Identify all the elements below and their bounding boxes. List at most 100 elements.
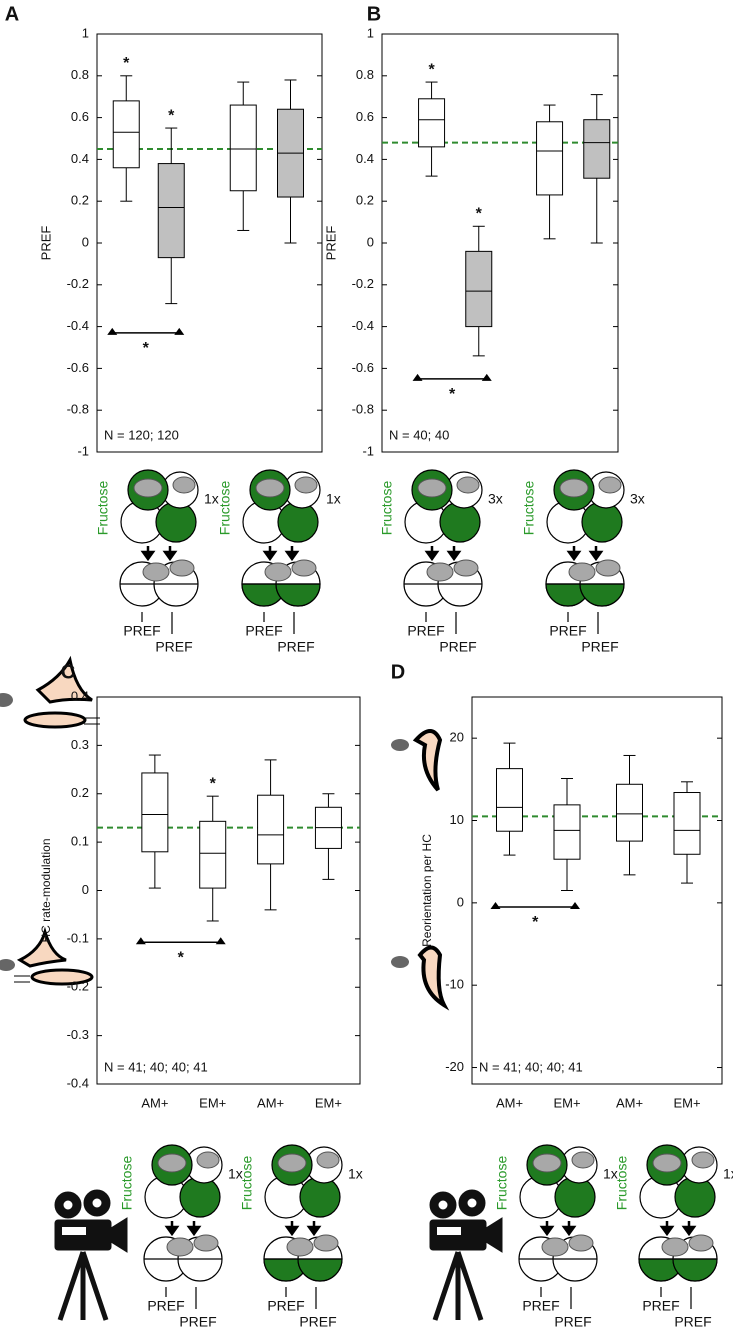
odor-cloud	[196, 1151, 220, 1169]
box	[257, 794, 285, 865]
x-tick-label: EM+	[673, 1095, 700, 1110]
schematic-label: Fructose	[379, 481, 395, 536]
plot-frame	[96, 696, 361, 1085]
x-tick-label: AM+	[496, 1095, 523, 1110]
odor-cloud	[294, 476, 318, 494]
schematic-label: Fructose	[521, 481, 537, 536]
pref-label: PREF	[123, 623, 160, 639]
y-tick-label: 0.6	[356, 109, 374, 124]
odor-cloud	[532, 1153, 562, 1173]
y-tick-label: 0	[367, 234, 374, 249]
schematic-label: Fructose	[239, 1156, 255, 1211]
y-tick-label: 1	[367, 25, 374, 40]
arrow	[284, 546, 300, 562]
odor-cloud	[193, 1234, 219, 1252]
box	[141, 772, 169, 853]
odor-cloud	[316, 1151, 340, 1169]
plate-half	[297, 1258, 343, 1282]
y-tick-label: 0.8	[356, 67, 374, 82]
y-tick-label: 0.4	[356, 151, 374, 166]
y-axis-label: PREF	[323, 226, 338, 261]
y-tick-label: 1	[82, 25, 89, 40]
bracket-star: *	[449, 386, 456, 403]
panel-label: B	[367, 3, 381, 25]
pref-label: PREF	[407, 623, 444, 639]
arrow	[424, 546, 440, 562]
y-tick-label: -20	[445, 1059, 464, 1074]
box	[673, 792, 701, 855]
x-tick-label: AM+	[616, 1095, 643, 1110]
box	[465, 250, 493, 328]
box	[112, 100, 140, 169]
pref-label: PREF	[549, 623, 586, 639]
sample-size: N = 120; 120	[104, 427, 179, 442]
arrow	[681, 1221, 697, 1237]
x-tick-label: EM+	[199, 1095, 226, 1110]
y-tick-label: 10	[450, 812, 464, 827]
odor-cloud	[595, 559, 621, 577]
box	[583, 119, 611, 179]
bracket-star: *	[532, 914, 539, 931]
arrow	[566, 546, 582, 562]
bracket-end	[107, 327, 118, 335]
odor-cloud	[691, 1151, 715, 1169]
bracket-end	[570, 901, 580, 909]
plate-half	[579, 583, 625, 607]
y-tick-label: 0.1	[71, 834, 89, 849]
arrow	[539, 1221, 555, 1237]
y-tick-label: -0.3	[67, 1027, 89, 1042]
y-tick-label: -0.8	[67, 402, 89, 417]
pref-label: PREF	[245, 623, 282, 639]
pref-label: PREF	[581, 639, 618, 655]
odor-cloud	[286, 1237, 314, 1257]
odor-cloud	[568, 562, 596, 582]
sample-size: N = 41; 40; 40; 41	[479, 1059, 583, 1074]
arrow	[561, 1221, 577, 1237]
pref-label: PREF	[299, 1314, 336, 1330]
odor-cloud	[568, 1234, 594, 1252]
odor-cloud	[598, 476, 622, 494]
box	[616, 783, 643, 842]
odor-cloud	[661, 1237, 689, 1257]
multiplier: 1x	[603, 1166, 618, 1182]
y-tick-label: -1	[77, 443, 89, 458]
significance-star: *	[123, 55, 130, 72]
y-tick-label: 0.4	[71, 151, 89, 166]
plot-frame	[471, 696, 723, 1085]
arrow	[306, 1221, 322, 1237]
larva-icon	[391, 945, 450, 1011]
odor-cloud	[157, 1153, 187, 1173]
y-tick-label: 0.4	[71, 688, 89, 703]
box	[553, 804, 581, 860]
odor-cloud	[169, 559, 195, 577]
arrow	[162, 546, 178, 562]
plate-half	[672, 1258, 718, 1282]
schematic-label: Fructose	[95, 481, 111, 536]
multiplier: 1x	[228, 1166, 243, 1182]
box	[496, 768, 523, 832]
y-tick-label: -1	[362, 443, 374, 458]
larva-icon	[0, 655, 100, 729]
y-tick-label: 0.2	[71, 785, 89, 800]
significance-star: *	[428, 61, 435, 78]
bracket-end	[174, 327, 185, 335]
pref-label: PREF	[554, 1314, 591, 1330]
box	[229, 104, 257, 192]
panel-label: D	[391, 661, 405, 683]
bracket-end	[481, 373, 492, 381]
multiplier: 1x	[204, 491, 219, 507]
schematic-label: Fructose	[614, 1156, 630, 1211]
larva-icon	[0, 926, 94, 986]
y-tick-label: 0.2	[71, 193, 89, 208]
pref-label: PREF	[522, 1298, 559, 1314]
odor-cloud	[559, 478, 589, 498]
pref-label: PREF	[147, 1298, 184, 1314]
bracket-end	[490, 901, 501, 909]
significance-star: *	[168, 107, 175, 124]
odor-cloud	[456, 476, 480, 494]
